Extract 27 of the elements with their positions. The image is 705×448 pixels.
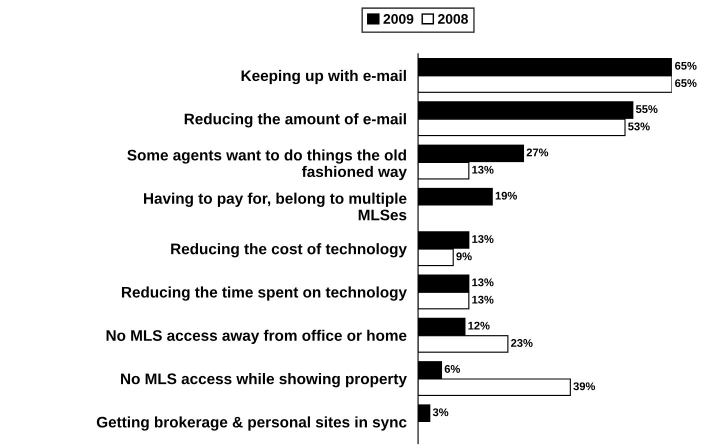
data-label: 13%: [472, 166, 494, 174]
data-label: 65%: [675, 79, 697, 88]
data-label: 65%: [675, 62, 697, 70]
y-tick-label: Getting brokerage & personal sites in sync: [96, 416, 407, 431]
data-label: 13%: [472, 278, 494, 286]
data-label: 13%: [472, 235, 494, 243]
legend-label: 2008: [438, 14, 468, 24]
y-tick-label: Keeping up with e-mail: [242, 70, 406, 84]
y-tick-label: Reducing the cost of technology: [171, 243, 407, 258]
y-tick-label: Having to pay for, belong to multiple MLSes: [144, 192, 406, 220]
data-label: 3%: [432, 408, 448, 416]
y-tick-label: No MLS access while showing property: [121, 373, 407, 388]
y-tick-label: Some agents want to do things the old fashioned way: [127, 149, 407, 180]
data-label: 23%: [511, 339, 533, 347]
y-tick-label: Reducing the time spent on technology: [122, 286, 407, 301]
data-label: 9%: [456, 252, 472, 260]
data-label: 19%: [496, 192, 517, 200]
data-label: 53%: [628, 122, 650, 130]
data-label: 27%: [526, 148, 548, 156]
data-label: 55%: [636, 105, 658, 114]
data-label: 6%: [444, 365, 460, 373]
data-label: 12%: [468, 322, 490, 330]
y-tick-label: Reducing the amount of e-mail: [184, 113, 406, 128]
legend-label: 2009: [383, 14, 414, 24]
y-tick-label: No MLS access away from office or home: [106, 330, 406, 344]
data-label: 39%: [573, 382, 596, 390]
data-label: 13%: [472, 296, 494, 304]
